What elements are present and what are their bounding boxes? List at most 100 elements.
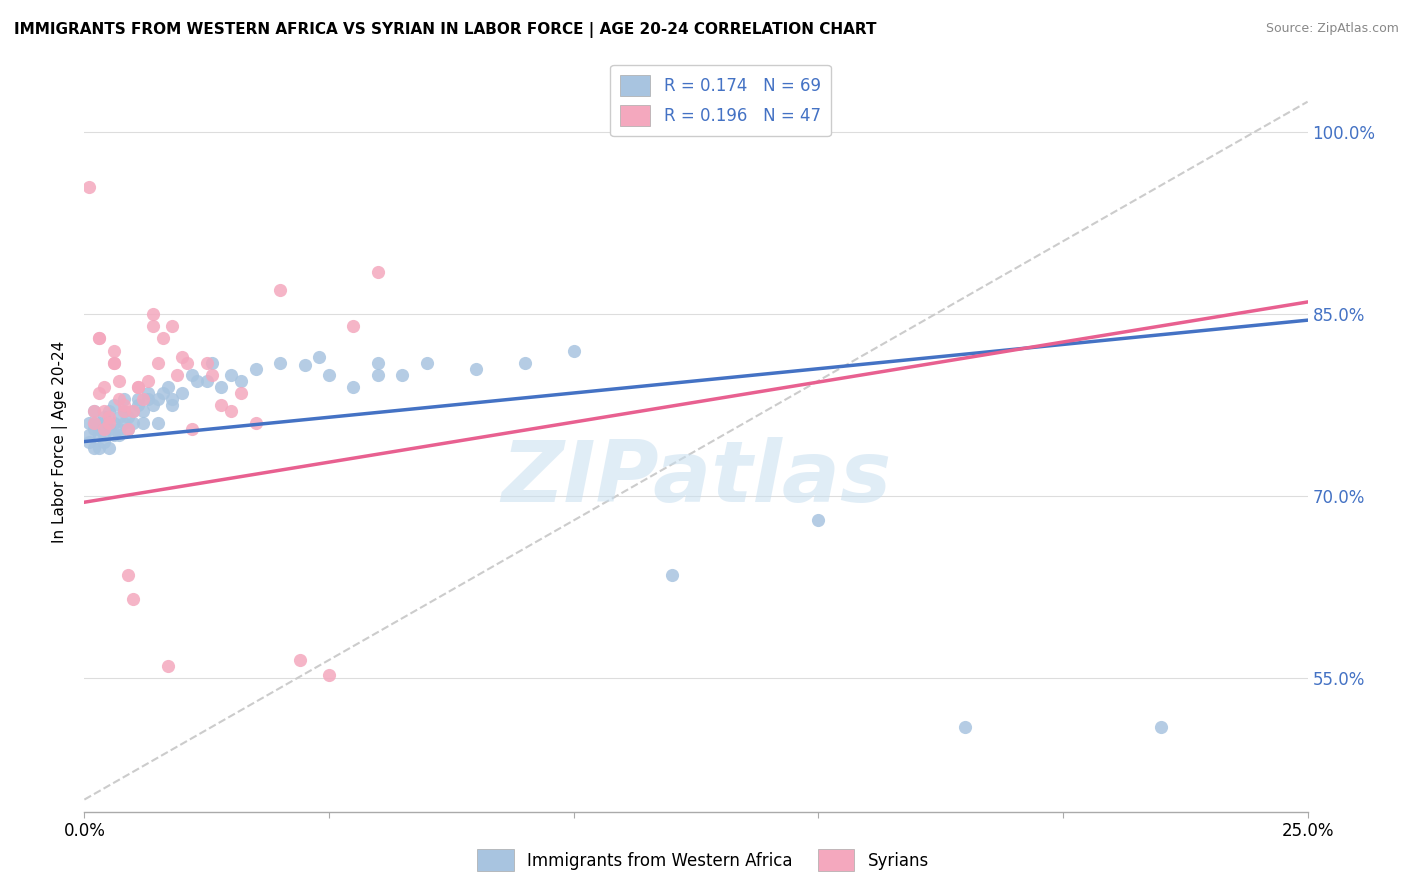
Point (146, 392, 169, 406)
Point (142, 307, 165, 321)
Point (367, 356, 389, 370)
Point (318, 667, 340, 681)
Point (112, 404, 135, 418)
Point (269, 356, 291, 370)
Point (107, 374, 129, 388)
Point (103, 356, 125, 370)
Point (83, 422, 105, 436)
Point (103, 398, 125, 412)
Point (97, 422, 120, 436)
Point (162, 398, 184, 412)
Legend: R = 0.174   N = 69, R = 0.196   N = 47: R = 0.174 N = 69, R = 0.196 N = 47 (610, 65, 831, 136)
Legend: Immigrants from Western Africa, Syrians: Immigrants from Western Africa, Syrians (468, 841, 938, 880)
Point (162, 392, 184, 406)
Point (229, 386, 252, 401)
Point (103, 343, 125, 358)
Point (176, 356, 198, 370)
Point (122, 404, 145, 418)
Point (103, 356, 125, 370)
Point (807, 513, 830, 527)
Point (513, 356, 536, 370)
Point (152, 386, 174, 401)
Text: ZIPatlas: ZIPatlas (501, 437, 891, 520)
Point (93, 422, 115, 436)
Point (87, 417, 110, 431)
Point (132, 404, 155, 418)
Point (142, 319, 165, 334)
Point (136, 386, 159, 401)
Point (77, 428, 100, 442)
Point (127, 398, 149, 412)
Point (318, 368, 340, 382)
Point (93, 434, 115, 449)
Point (186, 374, 208, 388)
Point (367, 368, 389, 382)
Point (122, 404, 145, 418)
Point (156, 659, 179, 673)
Point (391, 368, 413, 382)
Point (93, 428, 115, 442)
Point (127, 392, 149, 406)
Point (112, 404, 135, 418)
Point (132, 417, 155, 431)
Point (209, 398, 232, 412)
Point (342, 319, 364, 334)
Point (229, 374, 252, 388)
Point (181, 422, 204, 436)
Point (132, 392, 155, 406)
Point (117, 568, 139, 582)
Point (93, 410, 115, 425)
Point (953, 720, 976, 734)
Point (107, 410, 129, 425)
Point (107, 422, 129, 436)
Text: IMMIGRANTS FROM WESTERN AFRICA VS SYRIAN IN LABOR FORCE | AGE 20-24 CORRELATION : IMMIGRANTS FROM WESTERN AFRICA VS SYRIAN… (14, 22, 876, 38)
Point (87, 331, 110, 345)
Point (83, 441, 105, 455)
Point (83, 417, 105, 431)
Point (107, 428, 129, 442)
Point (87, 331, 110, 345)
Point (209, 380, 232, 394)
Point (97, 404, 120, 418)
Point (87, 386, 110, 401)
Point (200, 356, 222, 370)
Point (117, 422, 139, 436)
Point (288, 653, 311, 667)
Point (219, 368, 242, 382)
Point (77, 179, 100, 194)
Point (152, 331, 174, 345)
Point (146, 417, 169, 431)
Point (112, 398, 135, 412)
Point (97, 410, 120, 425)
Point (172, 386, 194, 401)
Point (172, 350, 194, 364)
Point (200, 368, 222, 382)
Y-axis label: In Labor Force | Age 20-24: In Labor Force | Age 20-24 (52, 341, 69, 542)
Point (112, 417, 135, 431)
Point (136, 392, 159, 406)
Text: Source: ZipAtlas.com: Source: ZipAtlas.com (1265, 22, 1399, 36)
Point (87, 422, 110, 436)
Point (136, 374, 159, 388)
Point (93, 404, 115, 418)
Point (142, 398, 165, 412)
Point (562, 343, 585, 358)
Point (245, 361, 267, 376)
Point (308, 350, 330, 364)
Point (77, 417, 100, 431)
Point (93, 380, 115, 394)
Point (77, 434, 100, 449)
Point (166, 368, 188, 382)
Point (661, 568, 683, 582)
Point (93, 417, 115, 431)
Point (127, 380, 149, 394)
Point (342, 380, 364, 394)
Point (367, 265, 389, 279)
Point (117, 422, 139, 436)
Point (464, 361, 486, 376)
Point (83, 404, 105, 418)
Point (181, 368, 204, 382)
Point (156, 380, 179, 394)
Point (112, 392, 135, 406)
Point (107, 392, 129, 406)
